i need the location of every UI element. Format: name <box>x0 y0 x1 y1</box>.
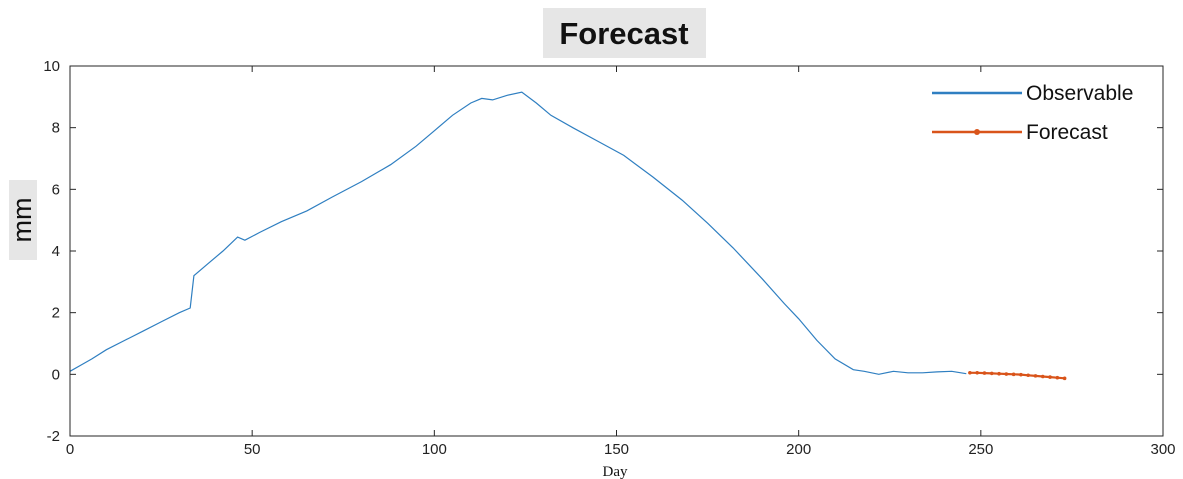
forecast-point <box>1048 375 1052 379</box>
legend-forecast-label: Forecast <box>1026 121 1108 144</box>
x-tick-label: 300 <box>1150 441 1175 458</box>
x-tick-label: 250 <box>968 441 993 458</box>
forecast-point <box>1004 372 1009 376</box>
forecast-point <box>1026 373 1030 378</box>
forecast-point <box>968 370 972 375</box>
legend-forecast-marker <box>974 129 980 135</box>
y-tick-label: 8 <box>52 120 60 137</box>
x-tick-label: 50 <box>244 441 261 458</box>
x-tick-label: 0 <box>66 441 74 458</box>
series-observable-line <box>69 91 967 375</box>
x-tick-label: 200 <box>786 441 811 458</box>
y-axis-ticks: -2 0 2 4 6 8 10 <box>43 58 1163 445</box>
forecast-point <box>975 370 979 375</box>
y-tick-label: 2 <box>52 305 60 322</box>
y-axis-label-background <box>9 180 37 260</box>
chart-title-background <box>543 8 706 58</box>
forecast-point <box>989 371 994 376</box>
forecast-point <box>1011 372 1016 377</box>
forecast-point <box>997 371 1001 376</box>
forecast-point <box>1033 374 1038 378</box>
plot-area <box>69 91 1067 381</box>
x-axis-label: Day <box>603 464 628 479</box>
forecast-point <box>1019 372 1023 377</box>
x-tick-label: 150 <box>604 441 629 458</box>
forecast-point <box>1040 374 1045 379</box>
forecast-point <box>1062 376 1067 381</box>
x-axis-ticks: 0 50 100 150 200 250 300 <box>66 66 1176 458</box>
legend: Observable Forecast <box>932 82 1133 144</box>
y-tick-label: 10 <box>43 58 60 75</box>
y-tick-label: 4 <box>52 243 60 260</box>
y-tick-label: -2 <box>47 428 60 445</box>
x-tick-label: 100 <box>422 441 447 458</box>
legend-observable-label: Observable <box>1026 82 1133 105</box>
chart-title: Forecast <box>559 16 688 51</box>
y-tick-label: 6 <box>52 181 60 198</box>
forecast-point <box>1055 375 1060 380</box>
y-axis-label: mm <box>7 198 37 243</box>
forecast-point <box>982 371 987 375</box>
axes-box <box>69 65 1164 437</box>
y-tick-label: 0 <box>52 366 60 383</box>
